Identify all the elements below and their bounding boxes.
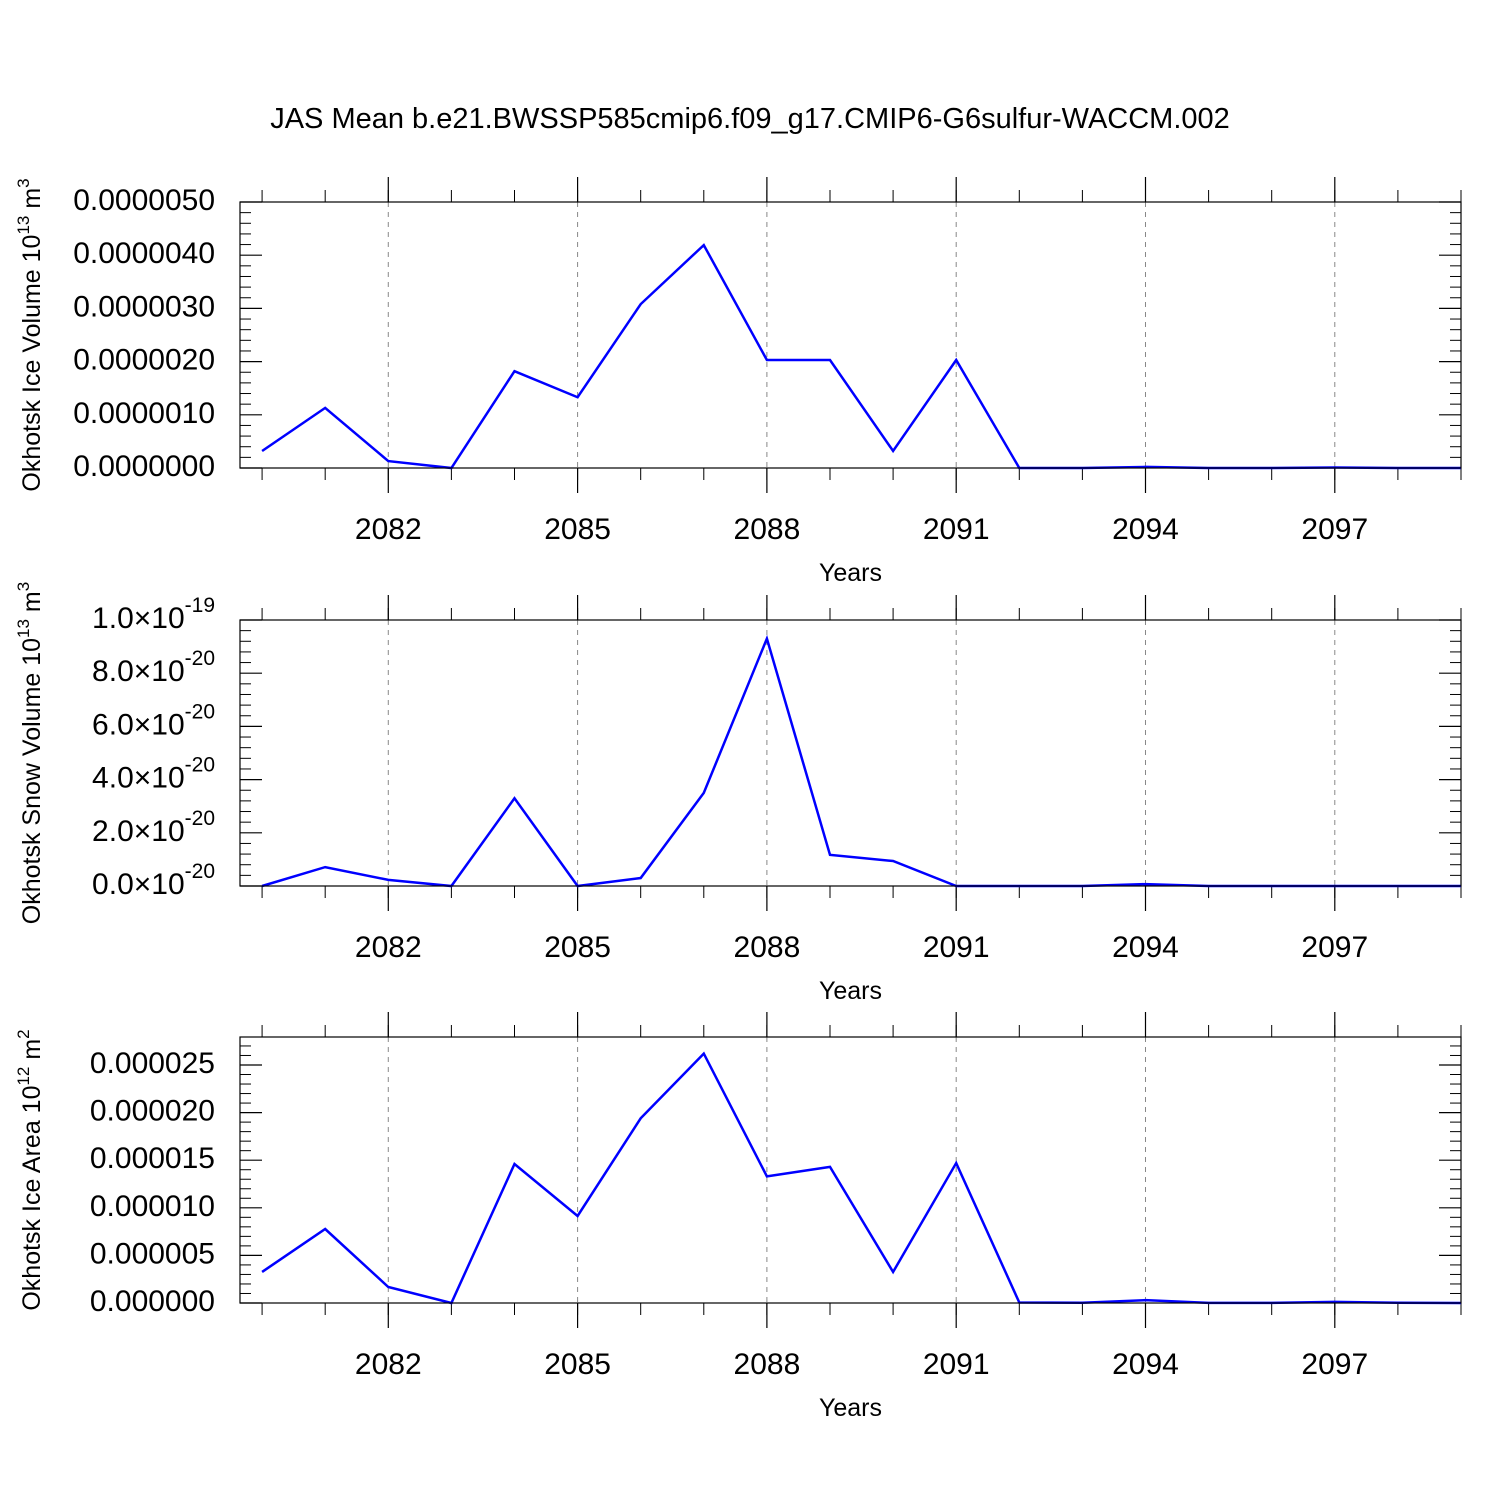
y-axis-title: Okhotsk Snow Volume 1013 m3 [14, 582, 46, 924]
y-tick-label: 0.000005 [90, 1237, 215, 1270]
y-tick-label-text: 0.000005 [90, 1237, 215, 1270]
plot-frame [239, 201, 1462, 469]
y-tick-label: 0.000025 [90, 1047, 215, 1080]
y-tick-label-text: 2.0×10 [92, 815, 185, 848]
x-tick-label: 2088 [734, 931, 801, 964]
y-tick-label-exponent: -20 [185, 806, 215, 829]
y-tick-label-text: 0.0000000 [73, 450, 215, 483]
x-tick-label: 2097 [1301, 931, 1368, 964]
y-tick-label: 0.0000020 [73, 344, 215, 377]
y-axis-title-exponent: 3 [14, 178, 33, 187]
y-tick-label-exponent: -20 [185, 700, 215, 723]
x-tick-label: 2091 [923, 513, 990, 546]
y-axis-title-text: m [18, 591, 46, 619]
x-tick-label: 2085 [544, 1348, 611, 1381]
y-axis-title-exponent: 13 [14, 619, 33, 638]
y-tick-label-text: 0.0000010 [73, 397, 215, 430]
x-tick-label: 2085 [544, 931, 611, 964]
y-axis-title-exponent: 2 [14, 1029, 33, 1038]
x-tick-label: 2085 [544, 513, 611, 546]
y-tick-label: 0.0000040 [73, 237, 215, 270]
y-axis-title: Okhotsk Ice Area 1012 m2 [14, 1029, 46, 1310]
y-axis-title-text: m [18, 1039, 46, 1067]
y-tick-label: 0.0000050 [73, 184, 215, 217]
y-tick-label-text: 0.000025 [90, 1047, 215, 1080]
y-tick-label-text: 4.0×10 [92, 762, 185, 795]
x-axis-title: Years [819, 977, 882, 1005]
x-axis-title: Years [819, 559, 882, 587]
y-axis-title-exponent: 12 [14, 1067, 33, 1086]
y-tick-label: 8.0×10-20 [92, 647, 215, 688]
x-tick-label: 2097 [1301, 1348, 1368, 1381]
x-tick-label: 2091 [923, 931, 990, 964]
y-axis-title-text: m [18, 188, 46, 216]
y-axis-title-text: Okhotsk Ice Area 10 [18, 1086, 46, 1311]
y-tick-label: 2.0×10-20 [92, 806, 215, 847]
y-tick-label-text: 1.0×10 [92, 602, 185, 635]
y-tick-label: 0.000015 [90, 1142, 215, 1175]
y-tick-label-text: 0.000000 [90, 1285, 215, 1318]
y-tick-label-text: 6.0×10 [92, 708, 185, 741]
y-tick-label-text: 0.0×10 [92, 868, 185, 901]
x-tick-label: 2094 [1112, 1348, 1179, 1381]
x-tick-label: 2082 [355, 931, 422, 964]
x-tick-label: 2097 [1301, 513, 1368, 546]
x-tick-label: 2091 [923, 1348, 990, 1381]
y-axis-title-exponent: 13 [14, 216, 33, 235]
y-tick-label-exponent: -19 [185, 594, 215, 617]
y-tick-label-text: 0.0000050 [73, 184, 215, 217]
y-tick-label: 0.000020 [90, 1095, 215, 1128]
y-tick-label-text: 0.0000040 [73, 237, 215, 270]
y-tick-label: 0.0000030 [73, 290, 215, 323]
y-tick-label-text: 0.000010 [90, 1190, 215, 1223]
y-tick-label: 1.0×10-19 [92, 594, 215, 635]
y-tick-label-text: 0.0000020 [73, 344, 215, 377]
y-tick-label-text: 0.000015 [90, 1142, 215, 1175]
chart-title: JAS Mean b.e21.BWSSP585cmip6.f09_g17.CMI… [270, 103, 1230, 135]
y-tick-label: 6.0×10-20 [92, 700, 215, 741]
y-tick-label-text: 0.000020 [90, 1095, 215, 1128]
y-tick-label: 0.0×10-20 [92, 860, 215, 901]
x-tick-label: 2094 [1112, 931, 1179, 964]
y-axis-title-exponent: 3 [14, 582, 33, 591]
y-tick-label-text: 8.0×10 [92, 655, 185, 688]
plot-frame [239, 1036, 1462, 1304]
x-tick-label: 2088 [734, 513, 801, 546]
x-tick-label: 2082 [355, 1348, 422, 1381]
y-tick-label-text: 0.0000030 [73, 290, 215, 323]
y-tick-label: 4.0×10-20 [92, 753, 215, 794]
y-tick-label: 0.000000 [90, 1285, 215, 1318]
y-tick-label: 0.0000010 [73, 397, 215, 430]
x-axis-title: Years [819, 1394, 882, 1422]
x-tick-label: 2094 [1112, 513, 1179, 546]
y-axis-title: Okhotsk Ice Volume 1013 m3 [14, 178, 46, 491]
y-axis-title-text: Okhotsk Ice Volume 10 [18, 235, 46, 492]
x-tick-label: 2088 [734, 1348, 801, 1381]
y-tick-label-exponent: -20 [185, 753, 215, 776]
y-axis-title-text: Okhotsk Snow Volume 10 [18, 638, 46, 924]
y-tick-label-exponent: -20 [185, 860, 215, 883]
plot-frame [239, 619, 1462, 887]
y-tick-label: 0.0000000 [73, 450, 215, 483]
y-tick-label: 0.000010 [90, 1190, 215, 1223]
x-tick-label: 2082 [355, 513, 422, 546]
y-tick-label-exponent: -20 [185, 647, 215, 670]
